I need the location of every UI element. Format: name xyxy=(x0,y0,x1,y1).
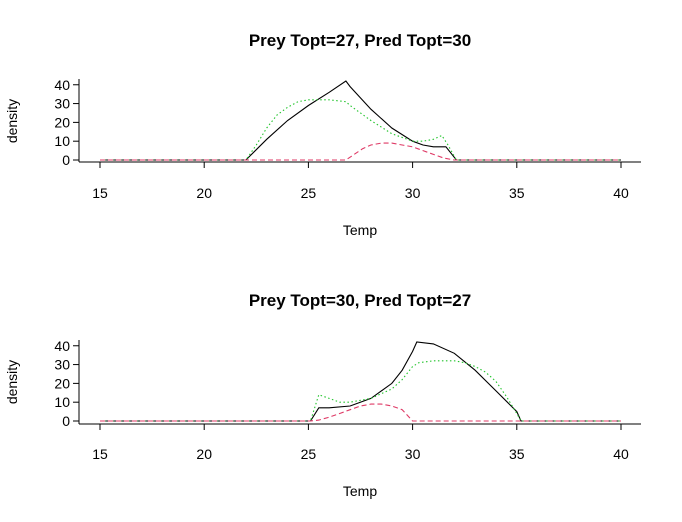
panel-1-ylabel: density xyxy=(4,99,20,143)
x-tick-label: 40 xyxy=(613,185,629,201)
x-tick-label: 15 xyxy=(92,446,108,462)
panel-1-title: Prey Topt=27, Pred Topt=30 xyxy=(249,31,471,50)
series-line-3 xyxy=(100,403,621,422)
panel-2-xlabel: Temp xyxy=(343,483,377,499)
y-tick-label: 0 xyxy=(62,413,70,429)
x-tick-label: 25 xyxy=(301,446,317,462)
panel-2-title: Prey Topt=30, Pred Topt=27 xyxy=(249,291,471,310)
panel-1-xlabel: Temp xyxy=(343,222,377,238)
y-tick-label: 30 xyxy=(54,357,70,373)
y-tick-label: 10 xyxy=(54,394,70,410)
panel-1-y-ticks: 0 10 20 30 40 xyxy=(54,77,79,168)
panel-2-x-ticks: 15 20 25 30 35 40 xyxy=(92,424,629,462)
panel-1-series xyxy=(100,80,621,161)
series-line-2 xyxy=(100,99,621,161)
x-tick-label: 15 xyxy=(92,185,108,201)
panel-2-y-ticks: 0 10 20 30 40 xyxy=(54,338,79,429)
x-tick-label: 30 xyxy=(405,185,421,201)
panel-1-x-ticks: 15 20 25 30 35 40 xyxy=(92,162,629,201)
panel-2: Prey Topt=30, Pred Topt=27 density Temp … xyxy=(4,291,641,499)
x-tick-label: 30 xyxy=(405,446,421,462)
series-line-1 xyxy=(100,80,621,161)
series-line-3 xyxy=(100,142,621,161)
panel-2-ylabel: density xyxy=(4,360,20,404)
panel-2-series xyxy=(100,341,621,422)
x-tick-label: 20 xyxy=(196,185,212,201)
x-tick-label: 25 xyxy=(301,185,317,201)
y-tick-label: 30 xyxy=(54,96,70,112)
y-tick-label: 40 xyxy=(54,77,70,93)
panel-1: Prey Topt=27, Pred Topt=30 density Temp … xyxy=(4,31,641,238)
y-tick-label: 20 xyxy=(54,114,70,130)
x-tick-label: 35 xyxy=(509,185,525,201)
series-line-2 xyxy=(100,360,621,422)
series-line-1 xyxy=(100,341,621,422)
y-tick-label: 10 xyxy=(54,133,70,149)
y-tick-label: 20 xyxy=(54,375,70,391)
y-tick-label: 0 xyxy=(62,152,70,168)
x-tick-label: 20 xyxy=(196,446,212,462)
x-tick-label: 40 xyxy=(613,446,629,462)
x-tick-label: 35 xyxy=(509,446,525,462)
y-tick-label: 40 xyxy=(54,338,70,354)
